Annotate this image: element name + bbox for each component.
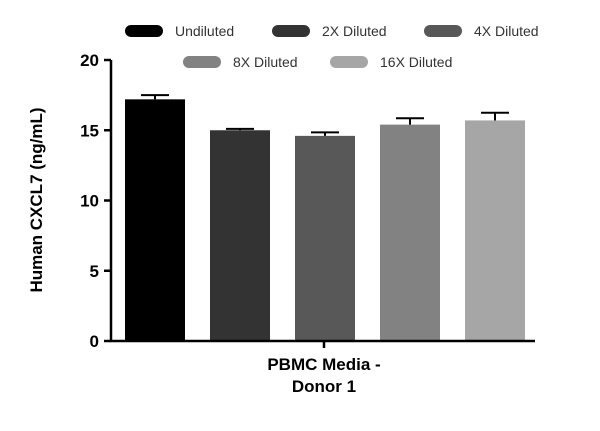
bar-16x-diluted — [465, 120, 525, 341]
bar-2x-diluted — [210, 130, 270, 341]
y-axis-label: Human CXCL7 (ng/mL) — [27, 107, 46, 292]
legend-label: 4X Diluted — [474, 23, 539, 39]
bar-8x-diluted — [380, 124, 440, 341]
x-axis — [110, 339, 535, 348]
error-bars — [141, 94, 509, 136]
legend: Undiluted 2X Diluted 4X Diluted 8X Diluted 1… — [125, 23, 539, 70]
x-category-label-line-1: PBMC Media - — [267, 355, 380, 374]
y-tick-label: 10 — [80, 192, 99, 211]
bars — [125, 99, 525, 341]
legend-label: 16X Diluted — [380, 54, 452, 70]
legend-swatch — [272, 25, 310, 37]
y-tick-label: 0 — [90, 332, 99, 351]
legend-swatch — [424, 25, 462, 37]
bar-undiluted — [125, 99, 185, 341]
y-tick-label: 15 — [80, 121, 99, 140]
legend-label: 8X Diluted — [233, 54, 298, 70]
x-category-label-line-2: Donor 1 — [292, 377, 356, 396]
legend-label: Undiluted — [175, 23, 234, 39]
legend-swatch — [330, 56, 368, 68]
y-tick-label: 20 — [80, 51, 99, 70]
legend-swatch — [125, 25, 163, 37]
y-axis: 0 5 10 15 20 — [80, 51, 113, 351]
legend-label: 2X Diluted — [322, 23, 387, 39]
legend-swatch — [183, 56, 221, 68]
y-tick-label: 5 — [90, 262, 99, 281]
bar-4x-diluted — [295, 135, 355, 341]
